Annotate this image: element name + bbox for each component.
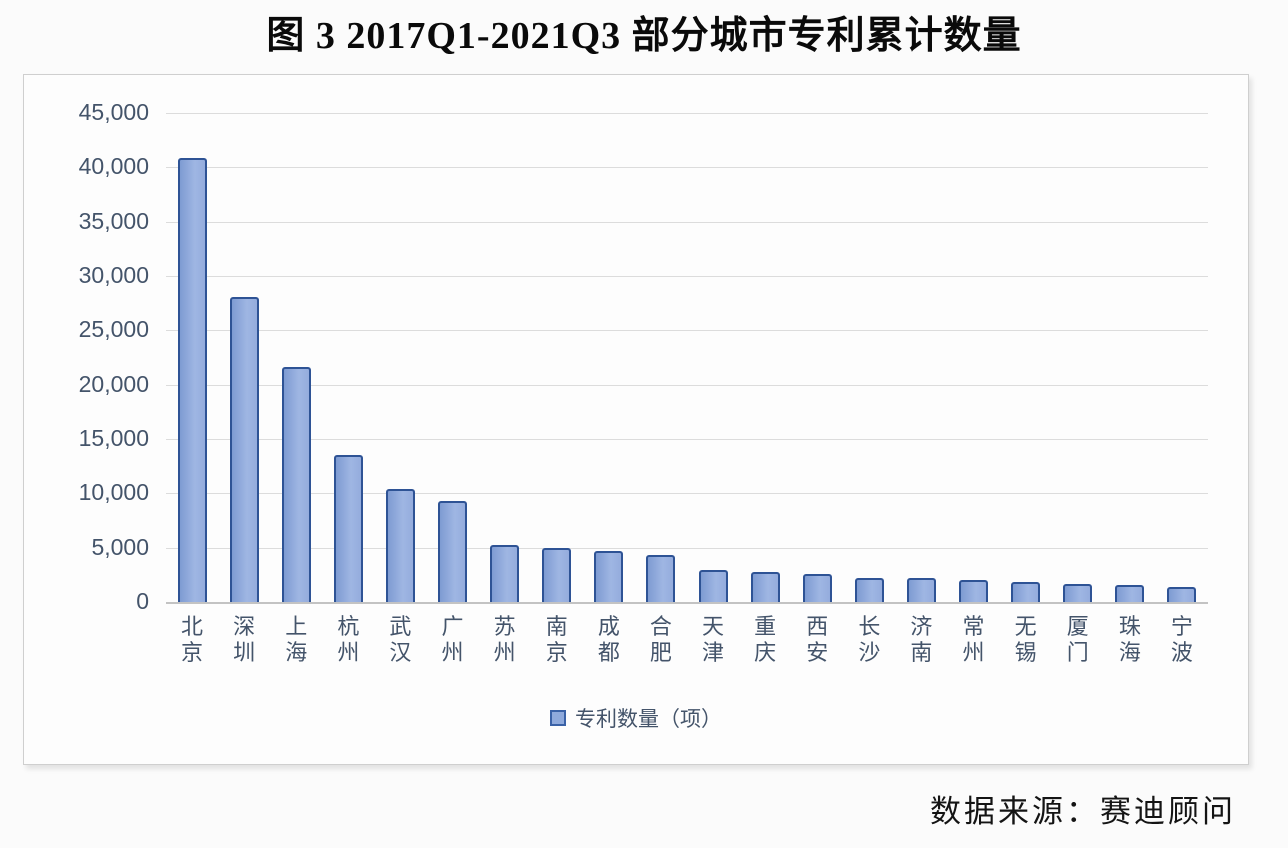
gridline — [166, 330, 1208, 332]
bar-杭州 — [333, 455, 363, 602]
x-tick-label-济南: 济 南 — [910, 614, 933, 665]
x-tick-label-西安: 西 安 — [806, 614, 829, 665]
x-tick-label-杭州: 杭 州 — [337, 614, 360, 665]
gridline — [166, 221, 1208, 223]
bar-广州 — [438, 500, 468, 602]
x-tick-label-长沙: 长 沙 — [858, 614, 881, 665]
x-tick-label-北京: 北 京 — [181, 614, 204, 665]
x-tick-label-天津: 天 津 — [702, 614, 725, 665]
x-tick-label-苏州: 苏 州 — [493, 614, 516, 665]
y-tick-label: 0 — [136, 588, 149, 614]
x-tick-label-成都: 成 都 — [597, 614, 620, 665]
y-tick-label: 10,000 — [78, 479, 149, 506]
x-tick-label-南京: 南 京 — [545, 614, 568, 665]
bar-成都 — [594, 551, 624, 602]
gridline — [166, 547, 1208, 549]
x-tick-label-武汉: 武 汉 — [389, 614, 412, 665]
x-tick-label-广州: 广 州 — [441, 614, 464, 665]
y-tick-label: 45,000 — [78, 99, 149, 125]
bar-济南 — [906, 577, 936, 602]
bar-常州 — [959, 579, 989, 602]
chart-container: 0 5,000 10,000 15,000 20,000 25,000 30,000 35,0… — [23, 74, 1249, 765]
gridline — [166, 167, 1208, 169]
x-tick-label-重庆: 重 庆 — [754, 614, 777, 665]
gridline — [166, 384, 1208, 386]
x-tick-label-无锡: 无 锡 — [1014, 614, 1037, 665]
y-tick-label: 30,000 — [78, 262, 149, 288]
bar-重庆 — [750, 572, 780, 602]
legend-swatch-icon — [550, 710, 566, 726]
bar-天津 — [698, 569, 728, 602]
bar-合肥 — [646, 555, 676, 602]
y-tick-label: 25,000 — [78, 316, 149, 343]
bar-宁波 — [1167, 587, 1197, 602]
bar-长沙 — [854, 577, 884, 602]
bar-北京 — [177, 157, 207, 602]
bar-珠海 — [1115, 585, 1145, 602]
y-tick-label: 15,000 — [78, 425, 149, 451]
y-tick-label: 5,000 — [91, 533, 149, 560]
x-tick-label-宁波: 宁 波 — [1170, 614, 1193, 665]
bar-无锡 — [1011, 581, 1041, 602]
x-tick-label-厦门: 厦 门 — [1066, 614, 1089, 665]
x-tick-label-常州: 常 州 — [962, 614, 985, 665]
legend: 专利数量（项） — [24, 703, 1248, 733]
legend-label: 专利数量（项） — [575, 708, 722, 731]
gridline — [166, 276, 1208, 277]
bar-苏州 — [490, 545, 520, 602]
x-tick-label-上海: 上 海 — [285, 614, 308, 665]
x-tick-label-珠海: 珠 海 — [1118, 614, 1141, 665]
bar-厦门 — [1063, 583, 1093, 602]
gridline — [166, 439, 1208, 440]
x-tick-label-深圳: 深 圳 — [233, 614, 256, 665]
plot-area — [166, 113, 1208, 604]
bar-上海 — [281, 367, 311, 602]
source-note: 数据来源：赛迪顾问 — [930, 794, 1236, 829]
bar-武汉 — [385, 488, 415, 602]
bar-西安 — [802, 573, 832, 602]
y-tick-label: 35,000 — [78, 207, 149, 234]
gridline — [166, 113, 1208, 114]
x-tick-label-合肥: 合 肥 — [649, 614, 672, 665]
bar-南京 — [542, 547, 572, 602]
x-axis-line — [166, 602, 1208, 604]
y-tick-label: 40,000 — [78, 153, 149, 180]
chart-title: 图 3 2017Q1-2021Q3 部分城市专利累计数量 — [266, 15, 1022, 57]
y-tick-label: 20,000 — [78, 370, 149, 397]
bar-深圳 — [229, 296, 259, 602]
gridline — [166, 493, 1208, 495]
